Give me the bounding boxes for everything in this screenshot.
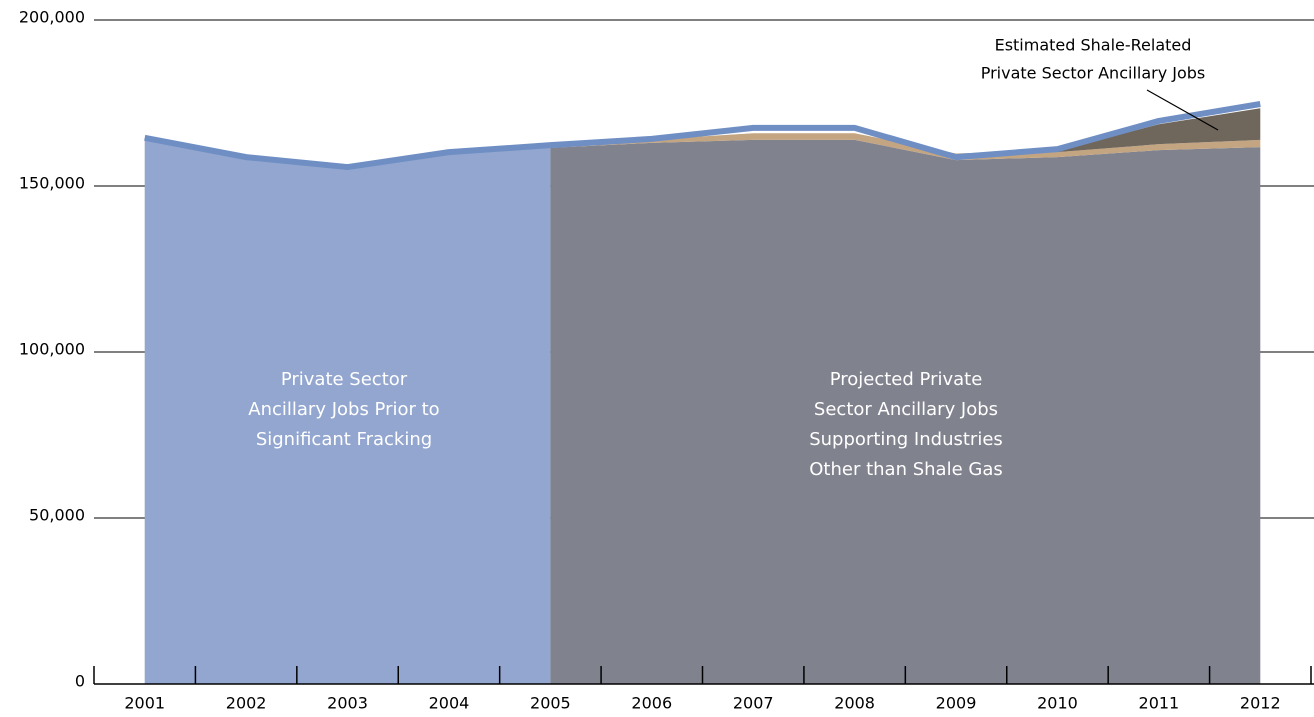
x-tick-label: 2004 [429,694,470,713]
series-label: Private Sector Ancillary Jobs [981,64,1206,83]
y-tick-label: 100,000 [19,340,85,359]
x-tick-label: 2012 [1240,694,1281,713]
x-tick-label: 2003 [327,694,368,713]
y-tick-label: 50,000 [29,506,85,525]
area [144,137,551,685]
y-tick-label: 0 [75,672,85,691]
series-label: Private Sector [281,369,408,390]
x-tick-label: 2002 [226,694,267,713]
total-line [144,101,1261,171]
series-label: Supporting Industries [809,429,1003,450]
x-tick-label: 2005 [530,694,571,713]
area [550,139,1261,685]
annotation-leader [1146,89,1219,131]
area [550,133,1261,161]
y-tick-label: 150,000 [19,174,85,193]
series-label: Projected Private [830,369,983,390]
series-label: Ancillary Jobs Prior to [248,399,439,420]
series-label: Significant Fracking [256,429,432,450]
x-tick-label: 2008 [834,694,875,713]
series-label: Estimated Shale-Related [995,36,1192,55]
x-tick-label: 2010 [1037,694,1078,713]
y-tick-label: 200,000 [19,8,85,27]
x-tick-label: 2006 [631,694,672,713]
x-tick-label: 2007 [733,694,774,713]
series-label: Sector Ancillary Jobs [814,399,998,420]
x-tick-label: 2009 [936,694,977,713]
series-label: Other than Shale Gas [809,459,1002,480]
x-tick-label: 2001 [124,694,165,713]
x-tick-label: 2011 [1139,694,1180,713]
